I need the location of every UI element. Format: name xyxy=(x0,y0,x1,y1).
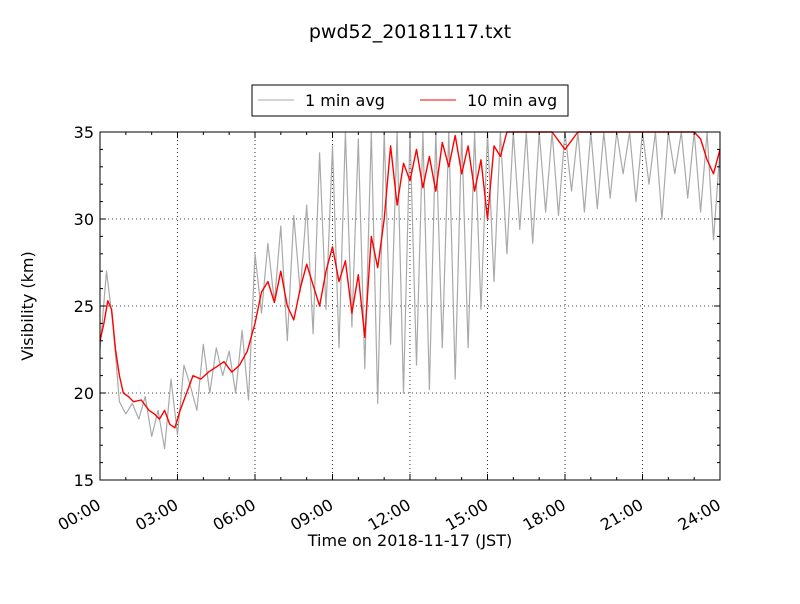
x-tick-label: 00:00 xyxy=(55,495,104,535)
chart-legend: 1 min avg 10 min avg xyxy=(251,84,569,117)
plot-area-frame xyxy=(99,131,721,481)
legend-label-1-min-avg: 1 min avg xyxy=(305,91,385,110)
x-tick-label: 03:00 xyxy=(132,495,181,535)
grid-lines xyxy=(100,132,720,480)
x-axis-label: Time on 2018-11-17 (JST) xyxy=(307,531,512,550)
y-tick-label: 15 xyxy=(74,471,94,490)
series-lines xyxy=(99,131,721,450)
x-tick-label: 15:00 xyxy=(442,495,491,535)
legend-frame xyxy=(251,84,569,117)
x-tick-label: 12:00 xyxy=(365,495,414,535)
x-tick-label: 24:00 xyxy=(675,495,724,535)
axes: 00:00 03:00 06:00 09:00 12:00 15:00 18:00 21:00… xyxy=(55,123,724,535)
y-axis-label: Visibility (km) xyxy=(18,251,37,360)
legend-label-10-min-avg: 10 min avg xyxy=(467,91,557,110)
series-line-10-min-avg xyxy=(99,131,721,429)
x-tick-label: 18:00 xyxy=(520,495,569,535)
x-tick-label: 21:00 xyxy=(597,495,646,535)
y-tick-label: 25 xyxy=(74,297,94,316)
x-tick-label: 09:00 xyxy=(287,495,336,535)
x-tick-label: 06:00 xyxy=(210,495,259,535)
chart-title: pwd52_20181117.txt xyxy=(309,21,511,43)
y-tick-label: 30 xyxy=(74,210,94,229)
y-tick-label: 20 xyxy=(74,384,94,403)
y-tick-label: 35 xyxy=(74,123,94,142)
